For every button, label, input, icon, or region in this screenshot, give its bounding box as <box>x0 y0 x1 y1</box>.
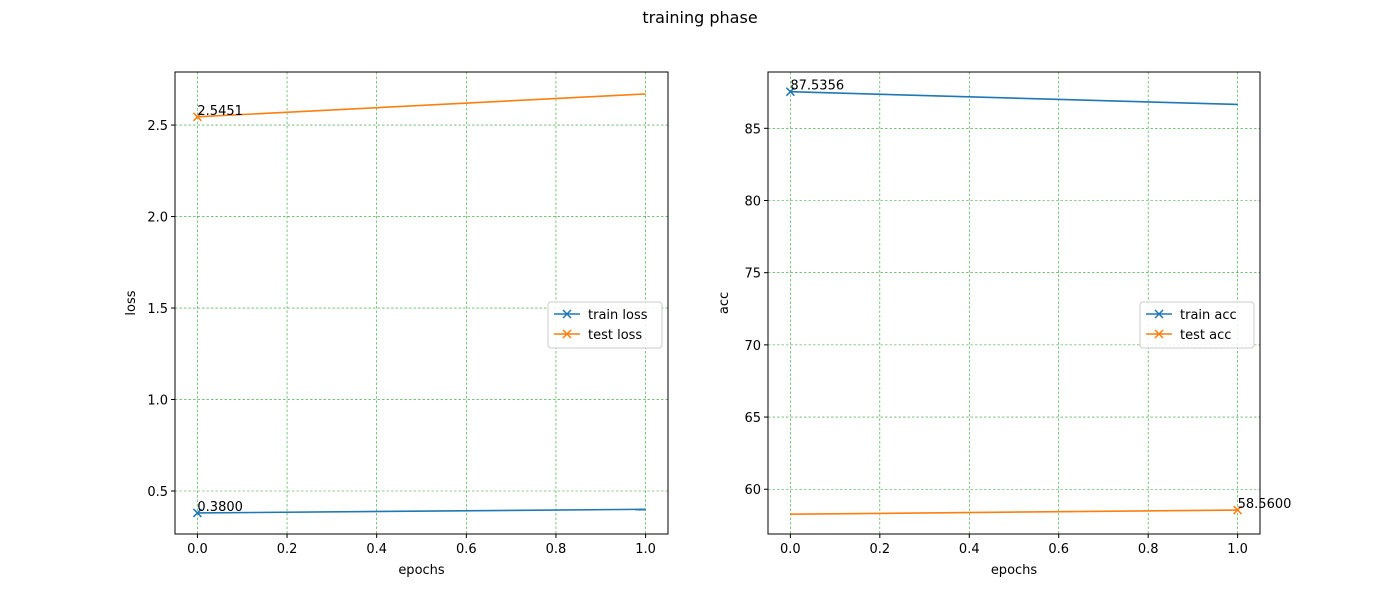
x-tick-label-2: 0.4 <box>366 542 387 557</box>
y-tick-label-2: 70 <box>744 339 761 354</box>
legend-label-1: test acc <box>1180 328 1231 343</box>
series-line-0 <box>197 509 645 513</box>
legend: train loss test loss <box>548 302 662 348</box>
y-tick-label-3: 2.0 <box>147 211 168 226</box>
data-label-1: 58.5600 <box>1238 497 1292 512</box>
x-tick-label-1: 0.2 <box>277 542 298 557</box>
x-tick-label-5: 1.0 <box>1227 542 1248 557</box>
data-label-0: 87.5356 <box>790 79 844 94</box>
series-line-1 <box>790 510 1237 514</box>
x-tick-label-0: 0.0 <box>187 542 208 557</box>
x-tick-label-4: 0.8 <box>1138 542 1159 557</box>
y-tick-label-4: 80 <box>744 194 761 209</box>
subplot-acc: 87.5356 58.5600 0.0 0.2 0.4 0.6 0.8 1.0 60 65 70 75… <box>717 72 1291 578</box>
figure-title: training phase <box>0 8 1400 27</box>
x-tick-label-5: 1.0 <box>635 542 656 557</box>
y-tick-label-1: 1.0 <box>147 394 168 409</box>
y-axis-label: loss <box>124 290 139 315</box>
x-tick-label-2: 0.4 <box>959 542 980 557</box>
x-tick-label-1: 0.2 <box>869 542 890 557</box>
data-label-0: 2.5451 <box>197 104 243 119</box>
y-tick-label-0: 60 <box>744 483 761 498</box>
y-tick-label-4: 2.5 <box>147 119 168 134</box>
x-axis-label: epochs <box>398 563 445 578</box>
legend-label-0: train acc <box>1180 308 1237 323</box>
series-line-1 <box>197 94 645 117</box>
legend-label-0: train loss <box>588 308 648 323</box>
legend: train acc test acc <box>1140 302 1254 348</box>
legend-label-1: test loss <box>588 328 642 343</box>
series-line-0 <box>790 92 1237 105</box>
y-axis-label: acc <box>717 292 732 314</box>
x-axis-label: epochs <box>991 563 1038 578</box>
x-tick-label-3: 0.6 <box>1048 542 1069 557</box>
y-tick-label-3: 75 <box>744 267 761 282</box>
x-tick-label-4: 0.8 <box>546 542 567 557</box>
x-tick-label-3: 0.6 <box>456 542 477 557</box>
x-tick-label-0: 0.0 <box>780 542 801 557</box>
subplot-loss: 2.5451 0.3800 0.0 0.2 0.4 0.6 0.8 1.0 0.5 1.0 1.5 2… <box>124 72 668 578</box>
y-tick-label-0: 0.5 <box>147 485 168 500</box>
data-label-1: 0.3800 <box>197 500 243 515</box>
y-tick-label-5: 85 <box>744 122 761 137</box>
y-tick-label-2: 1.5 <box>147 302 168 317</box>
y-tick-label-1: 65 <box>744 411 761 426</box>
